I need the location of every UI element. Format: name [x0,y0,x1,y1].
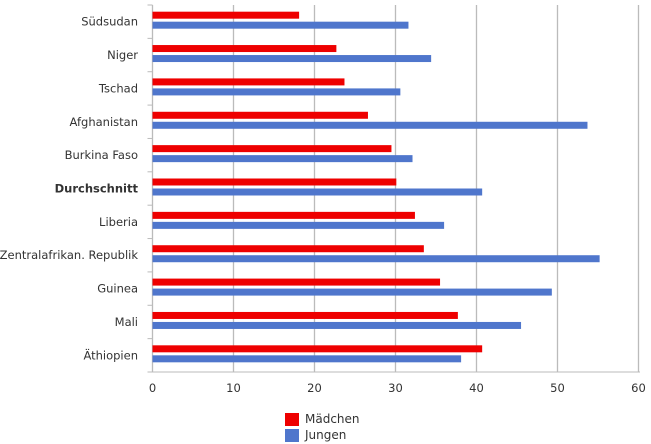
legend-label: Jungen [305,428,347,442]
bar-chart: 0 10 20 30 40 50 60 Südsudan Niger Tschad Afghanis… [0,4,646,395]
y-category-label: Guinea [97,282,138,296]
legend-item-maedchen: Mädchen [285,411,360,427]
y-category-label: Burkina Faso [65,148,138,162]
bar-maedchen [152,11,300,19]
x-tick-label: 0 [149,381,156,395]
bar-maedchen [152,345,483,353]
bar-maedchen [152,311,458,319]
x-tick-label: 30 [388,381,403,395]
legend-swatch [285,428,299,442]
bar-jungen [152,155,413,163]
bar-jungen [152,221,445,229]
bar-jungen [152,255,600,263]
bar-jungen [152,21,409,29]
bar-maedchen [152,111,368,119]
y-category-label: Mali [115,315,138,329]
x-tick-label: 10 [226,381,241,395]
bar-maedchen [152,78,345,86]
y-category-label: Äthiopien [83,347,138,362]
y-category-label: Tschad [98,81,138,95]
bar-maedchen [152,45,337,53]
bar-maedchen [152,178,397,186]
bar-jungen [152,355,462,363]
bar-jungen [152,188,483,196]
y-category-label: Durchschnitt [55,182,139,196]
y-category-label: Afghanistan [70,115,138,129]
x-tick-label: 20 [307,381,322,395]
bar-maedchen [152,278,441,286]
y-category-label: Liberia [99,215,138,229]
legend: Mädchen Jungen [285,411,360,443]
bar-jungen [152,321,522,329]
bar-jungen [152,121,588,129]
bar-jungen [152,88,401,96]
bar-maedchen [152,211,415,219]
bar-maedchen [152,245,424,253]
legend-label: Mädchen [305,412,360,426]
y-category-label: Zentralafrikan. Republik [0,248,138,262]
legend-swatch [285,412,299,426]
bar-jungen [152,55,432,63]
bar-jungen [152,288,552,296]
y-category-label: Niger [107,48,138,62]
legend-item-jungen: Jungen [285,427,360,443]
y-category-label: Südsudan [81,15,138,29]
bar-maedchen [152,145,392,153]
x-tick-label: 50 [550,381,565,395]
x-tick-label: 60 [631,381,646,395]
x-tick-label: 40 [469,381,484,395]
